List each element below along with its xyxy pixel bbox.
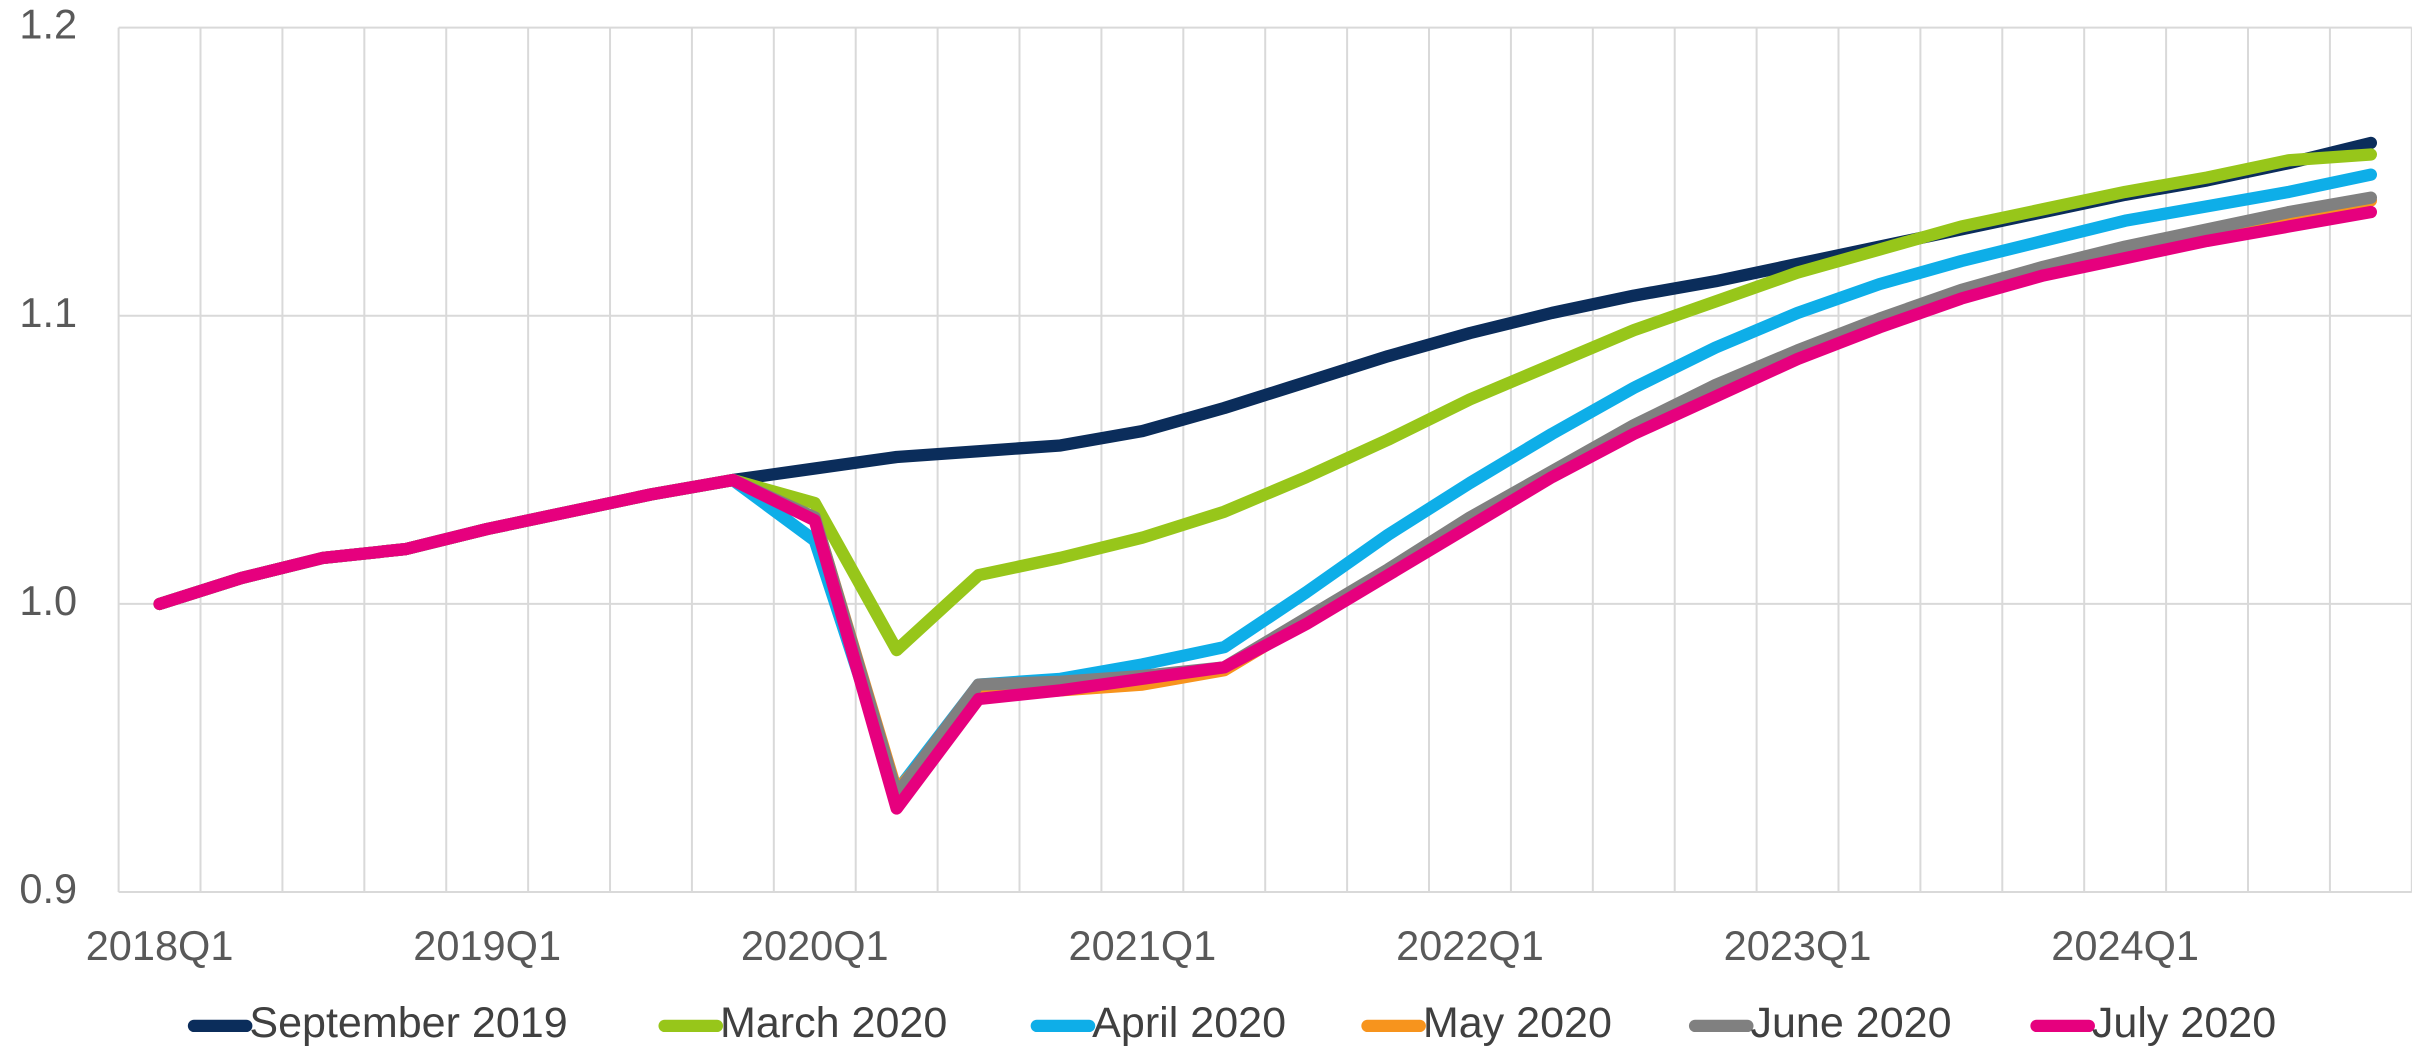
legend-text: September 2019 [249,999,567,1047]
legend-text: June 2020 [1750,999,1951,1047]
x-tick-label: 2023Q1 [1724,922,1872,969]
x-tick-label: 2018Q1 [86,922,234,969]
legend-text: April 2020 [1092,999,1286,1047]
x-tick-label: 2021Q1 [1068,922,1216,969]
y-tick-label: 1.2 [19,1,77,48]
x-tick-label: 2022Q1 [1396,922,1544,969]
x-tick-label: 2019Q1 [413,922,561,969]
series-line [153,205,2378,815]
x-tick-label: 2024Q1 [2051,922,2199,969]
y-tick-label: 0.9 [19,865,77,912]
y-tick-label: 1.0 [19,577,77,624]
legend-text: May 2020 [1423,999,1612,1047]
y-tick-label: 1.1 [19,289,77,336]
x-tick-label: 2020Q1 [741,922,889,969]
legend-text: March 2020 [720,999,947,1047]
legend-text: July 2020 [2092,999,2276,1047]
